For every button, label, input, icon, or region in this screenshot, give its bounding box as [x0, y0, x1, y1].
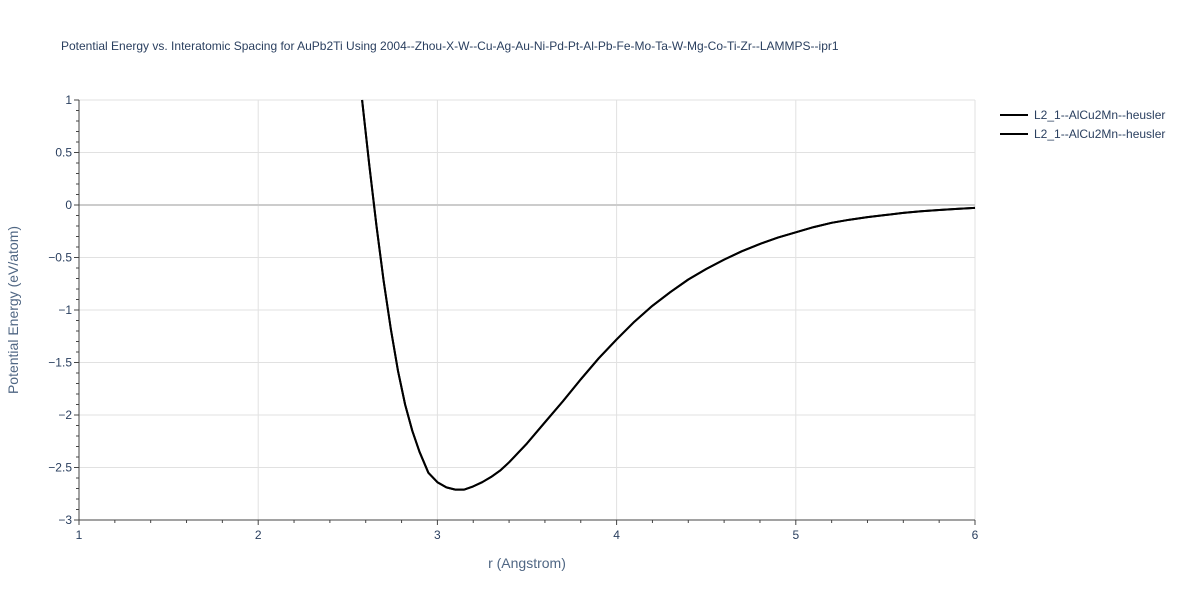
y-axis-title: Potential Energy (eV/atom): [5, 226, 21, 394]
x-tick-label: 2: [255, 528, 262, 542]
y-tick-label: −2: [58, 408, 72, 422]
y-tick-label: 0: [65, 198, 72, 212]
legend-label: L2_1--AlCu2Mn--heusler: [1034, 127, 1165, 141]
x-tick-label: 3: [434, 528, 441, 542]
y-tick-label: −1.5: [48, 356, 72, 370]
series-line: [361, 99, 976, 491]
x-axis-title: r (Angstrom): [488, 555, 566, 571]
y-tick-label: −3: [58, 513, 72, 527]
x-tick-label: 5: [792, 528, 799, 542]
y-tick-label: 0.5: [55, 146, 72, 160]
grid-lines: [79, 99, 976, 520]
x-tick-label: 1: [76, 528, 83, 542]
legend: L2_1--AlCu2Mn--heusler L2_1--AlCu2Mn--heu…: [1000, 108, 1165, 141]
y-tick-label: 1: [65, 93, 72, 107]
x-tick-label: 6: [972, 528, 979, 542]
tick-labels: 1 2 3 4 5 6 1 0.5 0 −0.5 −1 −1.5 −2 −2.5 −3: [48, 93, 978, 542]
plot-area: [361, 99, 976, 491]
y-tick-label: −2.5: [48, 461, 72, 475]
x-tick-label: 4: [613, 528, 620, 542]
legend-label: L2_1--AlCu2Mn--heusler: [1034, 108, 1165, 122]
y-tick-label: −0.5: [48, 251, 72, 265]
axes: [74, 99, 976, 525]
y-tick-label: −1: [58, 303, 72, 317]
chart-title: Potential Energy vs. Interatomic Spacing…: [61, 39, 839, 53]
